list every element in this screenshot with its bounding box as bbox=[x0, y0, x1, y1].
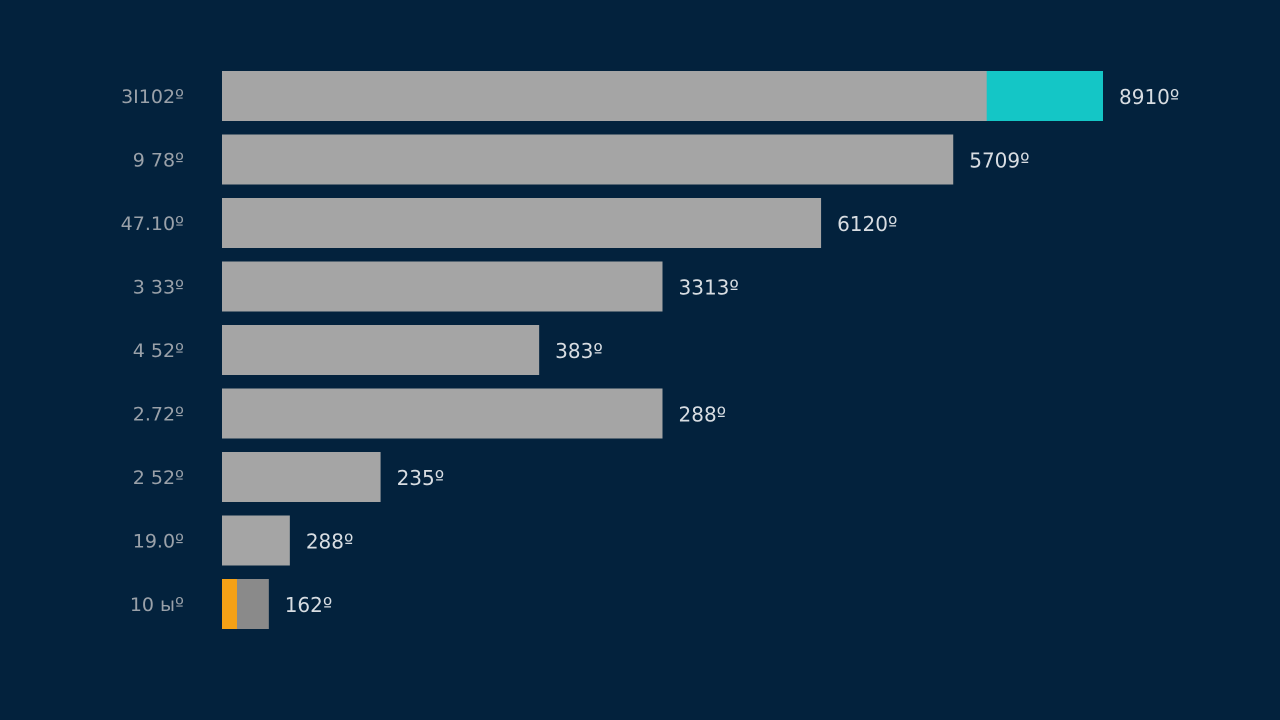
bar-highlight-segment bbox=[222, 579, 237, 629]
value-label: 8910º bbox=[1119, 85, 1179, 109]
value-label: 3313º bbox=[679, 276, 739, 300]
bar bbox=[222, 71, 1103, 121]
bar bbox=[222, 325, 540, 375]
value-label: 288º bbox=[306, 530, 354, 554]
category-label: 9 78º bbox=[133, 150, 184, 172]
category-label: 47.10º bbox=[121, 213, 184, 235]
value-label: 162º bbox=[285, 593, 333, 617]
bar bbox=[222, 452, 381, 502]
bar-shade bbox=[237, 579, 269, 629]
category-label: 2 52º bbox=[133, 467, 184, 489]
value-label: 6120º bbox=[837, 212, 897, 236]
bar-highlight-segment bbox=[986, 71, 1103, 121]
category-label: 10 ыº bbox=[130, 594, 184, 616]
category-label: 19.0º bbox=[133, 531, 184, 553]
bar bbox=[222, 515, 290, 566]
value-label: 288º bbox=[679, 403, 727, 427]
bar bbox=[222, 198, 822, 248]
category-label: 3I102º bbox=[121, 86, 184, 108]
category-label: 2.72º bbox=[133, 404, 184, 426]
bar bbox=[222, 134, 954, 185]
category-label: 4 52º bbox=[133, 340, 184, 362]
category-label: 3 33º bbox=[133, 277, 184, 299]
bar bbox=[222, 388, 663, 439]
value-label: 5709º bbox=[969, 149, 1029, 173]
bar bbox=[222, 261, 663, 312]
value-label: 235º bbox=[397, 466, 445, 490]
value-label: 383º bbox=[555, 339, 603, 363]
